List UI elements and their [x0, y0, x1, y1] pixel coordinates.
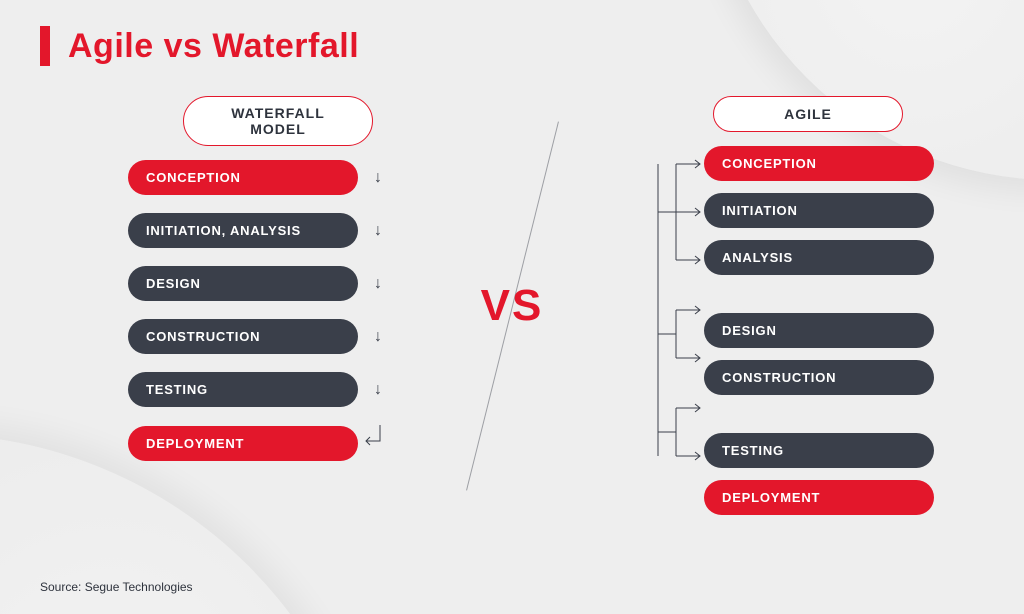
agile-step-row: DESIGN [704, 313, 934, 348]
agile-step-pill: INITIATION [704, 193, 934, 228]
waterfall-step-row: CONCEPTION ↓ [128, 160, 428, 195]
agile-step-row: CONSTRUCTION [704, 360, 934, 395]
waterfall-arrow-cell: ↓ [358, 223, 398, 239]
waterfall-arrow-cell: ↓ [358, 329, 398, 345]
agile-step-pill: DESIGN [704, 313, 934, 348]
agile-step-pill: DEPLOYMENT [704, 480, 934, 515]
waterfall-step-row: DEPLOYMENT [128, 425, 428, 461]
waterfall-arrow-cell: ↓ [358, 382, 398, 398]
waterfall-step-pill: DESIGN [128, 266, 358, 301]
agile-group-gap [704, 407, 934, 421]
agile-step-pill: CONSTRUCTION [704, 360, 934, 395]
source-label: Source: Segue Technologies [40, 580, 193, 594]
waterfall-step-row: INITIATION, ANALYSIS ↓ [128, 213, 428, 248]
title-accent-bar [40, 26, 50, 66]
agile-step-row: INITIATION [704, 193, 934, 228]
waterfall-header-label: WATERFALL MODEL [212, 105, 344, 137]
page: Agile vs Waterfall WATERFALL MODEL CONCE… [0, 0, 1024, 614]
down-arrow-icon: ↓ [374, 276, 382, 292]
waterfall-column: WATERFALL MODEL CONCEPTION↓INITIATION, A… [128, 96, 428, 461]
agile-step-row: CONCEPTION [704, 146, 934, 181]
down-arrow-icon: ↓ [374, 170, 382, 186]
agile-header: AGILE [713, 96, 903, 132]
agile-brackets [648, 146, 704, 474]
agile-step-pill: CONCEPTION [704, 146, 934, 181]
hook-arrow-icon [358, 425, 398, 461]
agile-column: AGILE CONCEPTION INITIATION ANALYSIS DESIGN… [648, 96, 968, 515]
agile-step-pill: ANALYSIS [704, 240, 934, 275]
waterfall-step-pill: INITIATION, ANALYSIS [128, 213, 358, 248]
agile-wrap: CONCEPTION INITIATION ANALYSIS DESIGN CONSTR… [648, 146, 934, 515]
title-row: Agile vs Waterfall [40, 26, 984, 66]
vs-label: VS [481, 281, 544, 331]
agile-step-row: TESTING [704, 433, 934, 468]
agile-steps: CONCEPTION INITIATION ANALYSIS DESIGN CONSTR… [704, 146, 934, 515]
down-arrow-icon: ↓ [374, 223, 382, 239]
waterfall-arrow-cell: ↓ [358, 276, 398, 292]
waterfall-arrow-cell: ↓ [358, 170, 398, 186]
page-title: Agile vs Waterfall [68, 27, 359, 66]
waterfall-step-pill: TESTING [128, 372, 358, 407]
columns: WATERFALL MODEL CONCEPTION↓INITIATION, A… [40, 96, 984, 515]
waterfall-step-pill: CONSTRUCTION [128, 319, 358, 354]
waterfall-steps: CONCEPTION↓INITIATION, ANALYSIS↓DESIGN↓C… [128, 160, 428, 461]
waterfall-step-row: TESTING ↓ [128, 372, 428, 407]
bracket-svg [648, 146, 704, 474]
center-divider: VS [452, 96, 572, 516]
agile-step-row: ANALYSIS [704, 240, 934, 275]
waterfall-step-pill: DEPLOYMENT [128, 426, 358, 461]
agile-step-pill: TESTING [704, 433, 934, 468]
agile-step-row: DEPLOYMENT [704, 480, 934, 515]
waterfall-step-row: DESIGN ↓ [128, 266, 428, 301]
agile-header-label: AGILE [784, 106, 832, 122]
waterfall-header: WATERFALL MODEL [183, 96, 373, 146]
down-arrow-icon: ↓ [374, 382, 382, 398]
down-arrow-icon: ↓ [374, 329, 382, 345]
waterfall-arrow-cell [358, 425, 398, 461]
waterfall-step-row: CONSTRUCTION ↓ [128, 319, 428, 354]
waterfall-step-pill: CONCEPTION [128, 160, 358, 195]
agile-group-gap [704, 287, 934, 301]
